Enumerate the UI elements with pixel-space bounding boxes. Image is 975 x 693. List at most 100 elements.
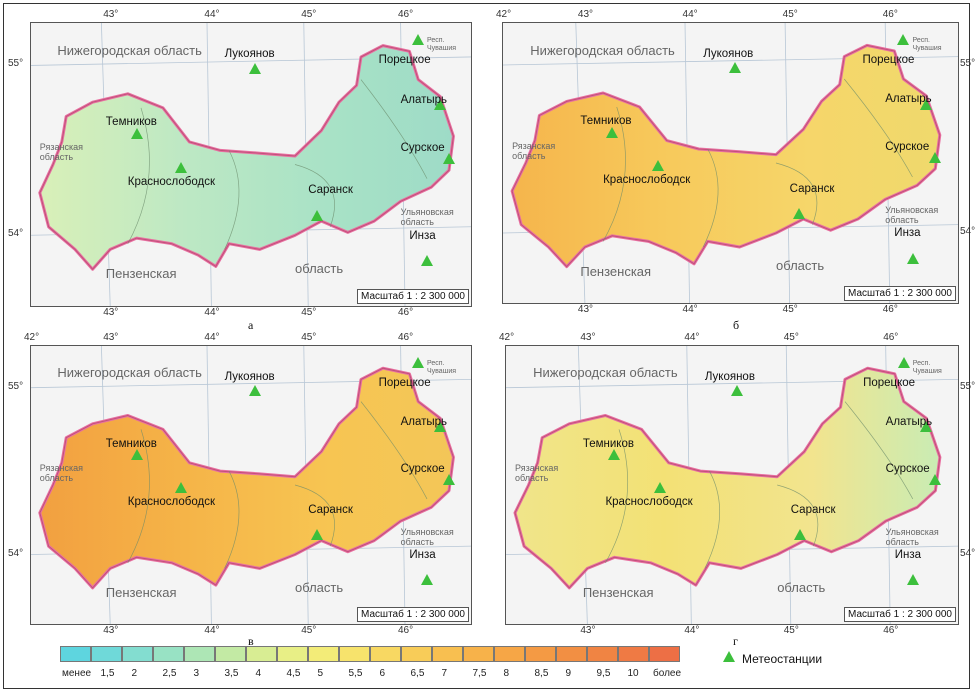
- legend-label: 3,5: [224, 668, 239, 679]
- region-label-oblast: область: [777, 579, 826, 595]
- region-label-nizhny: Нижегородская область: [57, 365, 202, 381]
- longitude-label: 43°: [103, 9, 119, 20]
- longitude-label: 45°: [783, 332, 799, 343]
- latitude-label: 54°: [960, 547, 975, 559]
- station-marker: [421, 573, 433, 585]
- legend-swatch: [339, 646, 370, 662]
- station-marker: [130, 448, 143, 460]
- station-marker: [434, 421, 447, 433]
- station-marker: [730, 384, 743, 396]
- city-label: Сурское: [400, 462, 445, 475]
- legend-label: 5,5: [348, 668, 363, 679]
- longitude-label: 43°: [577, 9, 594, 20]
- city-label: Алатырь: [400, 93, 448, 106]
- city-label: Краснослободск: [605, 496, 693, 509]
- map-svg: [503, 23, 958, 303]
- city-label: Алатырь: [885, 93, 932, 105]
- legend-swatch: [277, 646, 308, 662]
- station-marker: [174, 482, 187, 494]
- longitude-label: 44°: [684, 625, 700, 636]
- station-marker: [249, 384, 262, 396]
- region-label-chuvashia: Респ. Чувашия: [912, 359, 942, 375]
- region-label-penza: Пензенская: [105, 585, 177, 601]
- scale-label: Масштаб 1 : 2 300 000: [844, 286, 956, 301]
- station-marker: [793, 529, 806, 541]
- legend-swatch: [215, 646, 246, 662]
- longitude-label: 45°: [301, 9, 317, 20]
- city-label: Краснослободск: [603, 174, 691, 187]
- legend-swatch: [153, 646, 184, 662]
- longitude-label: 45°: [782, 9, 798, 20]
- map-panel-4: Нижегородская область Рязанская область Пе…: [505, 345, 959, 625]
- longitude-label: 43°: [103, 307, 119, 318]
- city-label: Инза: [894, 227, 921, 240]
- longitude-label: 44°: [684, 332, 700, 343]
- region-label-oblast: область: [776, 258, 825, 274]
- region-label-nizhny: Нижегородская область: [57, 42, 202, 58]
- latitude-label: 54°: [960, 226, 975, 237]
- region-label-chuvashia: Респ. Чувашия: [912, 37, 942, 52]
- longitude-label: 43°: [103, 625, 119, 636]
- city-label: Сурское: [885, 140, 930, 153]
- legend-label: 1,5: [100, 668, 115, 679]
- region-label-ryazan: Рязанская область: [515, 462, 559, 483]
- longitude-label: 44°: [204, 625, 220, 636]
- legend-label: 2,5: [162, 668, 177, 679]
- longitude-label: 42°: [499, 332, 515, 343]
- latitude-label: 55°: [8, 58, 24, 70]
- station-marker: [792, 207, 805, 219]
- legend-swatch: [184, 646, 215, 662]
- station-marker: [311, 209, 323, 221]
- legend-swatch: [618, 646, 649, 662]
- legend-label: 6: [379, 668, 386, 679]
- longitude-label: 43°: [580, 332, 596, 343]
- scale-label: Масштаб 1 : 2 300 000: [357, 607, 469, 622]
- longitude-label: 43°: [103, 332, 119, 343]
- city-label: Лукоянов: [224, 371, 275, 384]
- longitude-label: 46°: [883, 625, 899, 636]
- longitude-label: 44°: [204, 307, 220, 318]
- legend-swatch: [649, 646, 680, 662]
- station-marker: [443, 473, 455, 485]
- city-label: Саранск: [789, 182, 835, 195]
- latitude-label: 54°: [8, 547, 24, 559]
- station-marker: [920, 421, 933, 433]
- city-label: Сурское: [885, 462, 930, 475]
- longitude-label: 44°: [204, 332, 220, 343]
- region-label-oblast: область: [295, 579, 344, 595]
- city-label: Порецкое: [378, 376, 431, 389]
- scale-label: Масштаб 1 : 2 300 000: [844, 607, 956, 622]
- city-label: Инза: [409, 548, 436, 561]
- station-marker: [443, 153, 455, 165]
- legend-swatch: [432, 646, 463, 662]
- longitude-label: 46°: [883, 332, 899, 343]
- station-marker: [651, 160, 664, 172]
- longitude-label: 43°: [580, 625, 596, 636]
- region-label-ryazan: Рязанская область: [39, 462, 83, 483]
- legend-swatch: [122, 646, 153, 662]
- legend-label: 7,5: [472, 668, 487, 679]
- region-label-ulyanovsk: Ульяновская область: [885, 526, 939, 547]
- station-marker: [608, 448, 621, 460]
- station-legend-icon: [723, 651, 735, 662]
- panel-letter: в: [248, 634, 254, 648]
- latitude-label: 55°: [960, 380, 975, 392]
- legend-label: 7: [441, 668, 448, 679]
- legend-swatch: [91, 646, 122, 662]
- legend-label: менее: [62, 668, 92, 679]
- longitude-label: 46°: [398, 625, 414, 636]
- region-label-ryazan: Рязанская область: [39, 141, 83, 162]
- city-label: Краснослободск: [127, 496, 215, 509]
- city-label: Алатырь: [400, 415, 448, 428]
- city-label: Саранск: [308, 504, 353, 517]
- panel-letter: г: [733, 634, 738, 648]
- city-label: Алатырь: [885, 415, 933, 428]
- map-panel-1: Нижегородская область Рязанская область Пе…: [30, 22, 472, 307]
- station-marker: [906, 573, 919, 585]
- legend-label: 2: [131, 668, 138, 679]
- station-marker: [249, 62, 262, 74]
- legend-label: 5: [317, 668, 324, 679]
- figure-frame: [3, 3, 970, 689]
- legend-swatch: [587, 646, 618, 662]
- longitude-label: 46°: [398, 9, 414, 20]
